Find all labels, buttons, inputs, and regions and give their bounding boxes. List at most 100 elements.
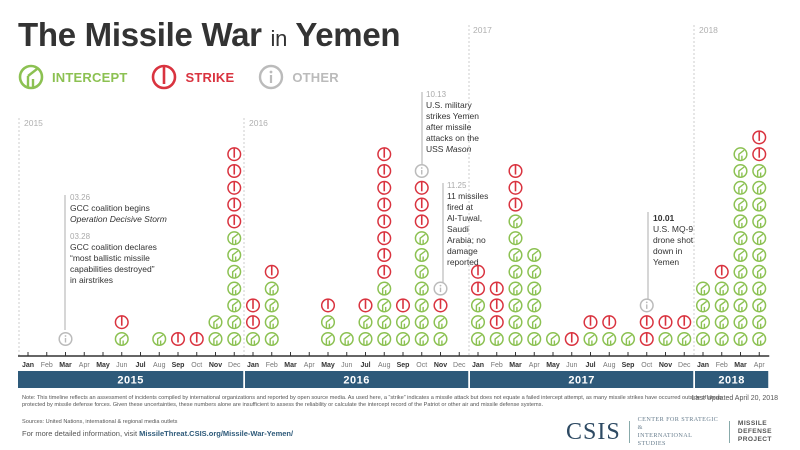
x-tick-label: Feb [491,362,503,369]
strike-icon [227,214,242,229]
annotation-text: fired at [447,202,473,212]
x-tick-label: Mar [734,362,747,369]
legend-item-strike: STRIKE [151,64,234,90]
intercept-icon [377,281,392,296]
project-name: MISSILE DEFENSE PROJECT [738,420,800,444]
footnote: Note: This timeline reflects an assessme… [22,395,722,409]
intercept-icon [583,331,598,347]
strike-icon [395,298,411,313]
strike-icon [377,264,392,279]
more-info-prefix: For more detailed information, visit [22,429,140,438]
intercept-icon [414,315,429,330]
annotation-text: GCC coalition begins [70,203,150,213]
intercept-icon [602,331,617,347]
strike-icon [470,264,486,279]
x-tick-label: Dec [678,362,691,369]
strike-icon [377,147,392,162]
intercept-icon [470,315,486,330]
x-tick-label: Mar [284,362,297,369]
intercept-icon [114,331,129,347]
intercept-icon [695,281,711,296]
intercept-icon [752,281,767,296]
strike-icon [414,214,429,229]
intercept-icon [414,281,429,296]
strike-icon [414,180,429,195]
annotation-text: Al-Tuwal, [447,213,483,223]
legend-item-intercept: INTERCEPT [18,64,127,90]
legend-label-strike: STRIKE [185,69,235,85]
x-tick-label: Nov [659,362,672,369]
strike-icon [377,180,392,195]
strike-icon [639,315,654,330]
intercept-icon [433,315,448,330]
intercept-icon [752,331,767,347]
missile-timeline-chart: Jan Feb Mar Apr May Jun Jul Aug Sep Oct Nov Dec Jan F… [18,25,770,388]
csis-branding: CSIS CENTER FOR STRATEGIC & INTERNATIONA… [566,416,800,448]
info-icon [639,298,654,313]
x-tick-label: Nov [209,362,222,369]
intercept-icon [395,331,411,347]
sources: Sources: United Nations, international &… [22,419,178,425]
strike-icon [227,147,242,162]
info-icon [414,163,429,179]
annotation-text: USS [426,144,446,154]
intercept-icon [527,331,542,347]
strike-icon [377,247,392,263]
strike-icon [170,331,186,347]
annotation-text: capabilities destroyed” [70,264,155,274]
org-name-line: INTERNATIONAL STUDIES [637,432,693,447]
x-tick-label: Jun [341,362,352,369]
intercept-icon [752,163,767,179]
intercept-icon [152,331,167,347]
x-tick-label: Mar [59,362,72,369]
page-title: The Missile War in Yemen [18,16,401,54]
annotation-text: in airstrikes [70,275,113,285]
strike-icon [377,163,392,179]
intercept-icon [733,315,748,330]
strike-icon [245,315,261,330]
strike-icon [358,298,373,313]
intercept-icon [414,331,429,347]
year-marker-2016: 2016 [249,118,268,128]
strike-icon [114,315,129,330]
intercept-icon [377,298,392,313]
x-tick-label: Jan [247,362,259,369]
intercept-icon [714,331,729,347]
x-tick-label: May [546,362,560,369]
x-tick-label: Jun [566,362,577,369]
strike-icon [639,331,654,347]
more-info-link[interactable]: MissileThreat.CSIS.org/Missile-War-Yemen… [139,429,294,438]
strike-icon [152,64,177,90]
intercept-icon [377,315,392,330]
intercept-icon [733,214,748,229]
x-tick-label: Oct [641,362,652,369]
intercept-icon [545,331,561,347]
intercept-icon [414,298,429,313]
annotation-date: 03.26 [70,193,91,202]
annotation-text: damage [447,246,478,256]
intercept-icon [320,315,336,330]
x-tick-label: Jul [135,362,145,369]
annotation-text: Saudi [447,224,469,234]
intercept-icon [752,214,767,229]
annotation-al-tuwal: 11.25 11 missiles fired at Al-Tuwal, Sau… [447,180,488,268]
year-band-2017 [470,371,694,388]
intercept-icon [470,331,486,347]
info-icon [433,281,448,296]
x-tick-label: Apr [79,362,91,369]
strike-icon [377,197,392,212]
year-bands: 2015 2016 2017 2018 [18,371,769,388]
year-band-2018 [695,371,769,388]
x-tick-label: Feb [41,362,53,369]
intercept-icon [714,298,729,313]
year-band-2015 [18,371,244,388]
intercept-icon [414,231,429,246]
legend: INTERCEPT STRIKE OTHER [18,62,363,92]
strike-icon [658,315,673,330]
intercept-icon [733,247,748,263]
annotation-date: 10.01 [653,213,675,223]
intercept-icon [714,281,729,296]
intercept-icon [695,315,711,330]
intercept-icon [527,247,542,263]
org-name-line: CENTER FOR STRATEGIC & [637,416,719,431]
